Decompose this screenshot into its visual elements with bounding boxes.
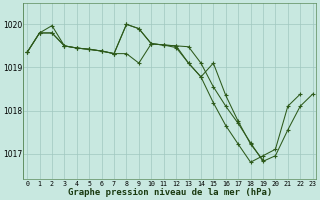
X-axis label: Graphe pression niveau de la mer (hPa): Graphe pression niveau de la mer (hPa) bbox=[68, 188, 272, 197]
